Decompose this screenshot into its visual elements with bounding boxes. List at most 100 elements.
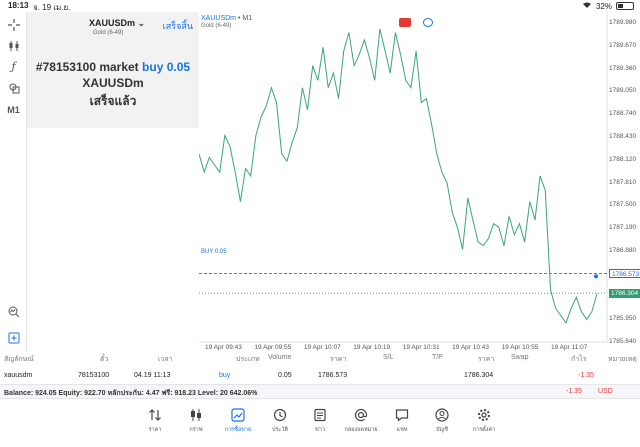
tab-mailbox[interactable]: กล่องจดหมาย [341,407,381,434]
done-button[interactable]: เสร็จสิ้น [162,21,193,31]
col-price: ราคา [330,356,347,363]
x-tick-label: 19 Apr 10:55 [501,344,539,351]
x-tick-label: 19 Apr 09:55 [254,344,292,351]
balance-text: Balance: 924.05 Equity: 922.70 หลักประกั… [4,390,258,397]
status-date: จ. 19 เม.ย. [33,3,71,12]
order-result-line: #78153100 market buy 0.05 [35,60,191,74]
col-current-price: ราคา [478,356,495,363]
y-tick-label: 1789.670 [609,41,637,49]
timeframe-button[interactable]: M1 [7,104,20,115]
one-click-icon[interactable] [423,18,433,27]
price-series-line [199,28,598,324]
col-volume: Volume [268,354,292,361]
row-volume: 0.05 [278,372,292,379]
row-price: 1786.573 [318,372,348,379]
row-ticket: 78153100 [78,372,110,379]
col-tp: T/P [432,354,443,361]
y-tick-label: 1785.950 [609,315,637,323]
tab-bar: ราคา กราฟ การซื้อขาย ประวัติ ข่าว กล่องจ… [0,400,640,447]
total-profit: -1.35 [566,388,582,395]
x-tick-label: 19 Apr 10:07 [303,344,341,351]
chart-icon [176,407,216,423]
sell-icon[interactable] [399,18,411,27]
y-tick-label: 1786.880 [609,246,637,254]
buy-line-label: BUY 0.05 [201,249,227,255]
y-tick-label: 1785.640 [609,338,637,345]
magnifier-icon[interactable] [4,302,23,321]
quotes-icon [135,407,175,423]
left-toolbar: ƒ M1 [0,12,27,352]
x-tick-label: 19 Apr 10:19 [353,344,391,351]
new-order-icon[interactable] [4,328,23,347]
currency: USD [598,388,613,395]
col-swap: Swap [511,354,529,361]
objects-icon[interactable] [4,78,23,97]
battery-percent: 32% [595,1,612,11]
x-tick-label: 19 Apr 10:43 [452,344,490,351]
y-tick-label: 1789.050 [609,87,637,95]
indicators-icon[interactable] [4,36,23,55]
battery-icon [616,2,634,10]
tab-account[interactable]: บัญชี [422,407,462,434]
x-tick-label: 19 Apr 11:07 [551,344,588,351]
col-time: เวลา [158,356,173,363]
crosshair-icon[interactable] [4,15,23,34]
chart-symbol: XAUUSDm • M1 [201,15,253,22]
news-icon [300,407,340,423]
chart-trade-icons [399,18,433,27]
col-profit: กำไร [571,356,587,363]
buy-marker [594,274,598,279]
order-symbol[interactable]: XAUUSDm ⌄ [89,18,146,28]
col-ticket: ตั๋ว [100,356,109,363]
settings-icon [464,407,504,423]
tab-trade[interactable]: การซื้อขาย [218,407,258,434]
wifi-icon [582,1,592,11]
tab-chat[interactable]: แชท [382,407,422,434]
chevron-down-icon: ⌄ [137,18,146,28]
tab-settings[interactable]: การตั้งค่า [464,407,504,434]
col-sl: S/L [383,354,394,361]
x-tick-label: 19 Apr 10:31 [402,344,440,351]
row-type: buy [219,372,231,379]
chat-icon [382,407,422,423]
y-tick-label: 1788.740 [609,110,637,118]
history-icon [260,407,300,423]
chart-canvas[interactable] [199,12,640,352]
order-result-symbol: XAUUSDm [82,76,144,90]
y-tick-current-price: 1786.304 [609,289,640,299]
row-symbol[interactable]: xauusdm [4,372,33,379]
x-tick-label: 19 Apr 09:43 [205,344,242,351]
trade-icon [218,407,258,423]
y-tick-label: 1787.810 [609,178,637,186]
y-tick-label: 1789.980 [609,19,637,27]
order-panel: XAUUSDm ⌄ Gold (6-49) เสร็จสิ้น #7815310… [27,12,199,352]
tab-history[interactable]: ประวัติ [260,407,300,434]
tab-news[interactable]: ข่าว [300,407,340,434]
status-time: 18:13 [8,1,29,10]
account-icon [422,407,462,423]
status-bar: 18:13 จ. 19 เม.ย. 32% [0,0,640,12]
tab-chart[interactable]: กราฟ [176,407,216,434]
price-chart[interactable]: XAUUSDm • M1 Gold (6-49) BUY 0.05 1789.9… [199,12,640,352]
y-tick-label: 1788.430 [609,132,637,140]
order-panel-blank [27,128,199,352]
order-result-status: เสร็จแล้ว [89,94,137,108]
y-tick-label: 1789.360 [609,64,637,72]
order-symbol-sub: Gold (6-49) [93,30,124,36]
function-icon[interactable]: ƒ [11,60,16,73]
col-type: ประเภท [236,356,260,363]
row-profit: -1.35 [578,372,594,379]
y-tick-label: 1788.120 [609,155,637,163]
row-current-price: 1786.304 [464,372,494,379]
mailbox-icon [341,407,381,423]
tab-quotes[interactable]: ราคา [135,407,175,434]
y-tick-buy-price: 1786.573 [609,269,640,279]
col-comment: หมายเหตุ [608,356,637,363]
y-tick-label: 1787.500 [609,201,637,209]
row-time: 04.19 11:13 [134,372,171,379]
chart-symbol-sub: Gold (6-49) [201,23,232,29]
order-result-card: XAUUSDm ⌄ Gold (6-49) เสร็จสิ้น #7815310… [27,12,199,128]
y-tick-label: 1787.190 [609,224,637,232]
status-right: 32% [582,1,634,11]
balance-bar: Balance: 924.05 Equity: 922.70 หลักประกั… [0,384,640,399]
